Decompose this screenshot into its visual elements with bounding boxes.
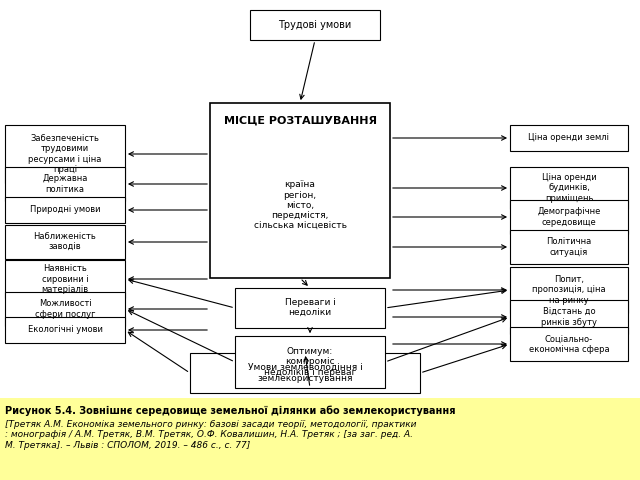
- Text: Можливості
сфери послуг: Можливості сфери послуг: [35, 300, 95, 319]
- Text: Попит,
пропозиція, ціна
на ринку: Попит, пропозиція, ціна на ринку: [532, 275, 606, 305]
- Bar: [190, 353, 420, 393]
- Text: Рисунок 5.4. Зовнішнє середовище земельної ділянки або землекористування: Рисунок 5.4. Зовнішнє середовище земельн…: [5, 406, 456, 417]
- Bar: [5, 317, 125, 343]
- Bar: [510, 327, 628, 361]
- Text: МІСЦЕ РОЗТАШУВАННЯ: МІСЦЕ РОЗТАШУВАННЯ: [223, 116, 376, 126]
- Text: Державна
політика: Державна політика: [42, 174, 88, 194]
- Bar: [250, 10, 380, 40]
- Bar: [510, 300, 628, 334]
- Bar: [5, 260, 125, 298]
- Text: Відстань до
ринків збуту: Відстань до ринків збуту: [541, 307, 597, 327]
- Bar: [5, 125, 125, 183]
- Bar: [510, 125, 628, 151]
- Text: Соціально-
економічна сфера: Соціально- економічна сфера: [529, 334, 609, 354]
- Bar: [235, 288, 385, 328]
- Bar: [510, 230, 628, 264]
- Text: Політична
ситуація: Політична ситуація: [547, 237, 591, 257]
- Bar: [510, 167, 628, 209]
- Text: Ціна оренди
будинків,
приміщень: Ціна оренди будинків, приміщень: [541, 173, 596, 203]
- Text: Забезпеченість
трудовими
ресурсами і ціна
праці: Забезпеченість трудовими ресурсами і цін…: [28, 134, 102, 174]
- Bar: [210, 103, 390, 278]
- Bar: [0, 398, 640, 480]
- Bar: [510, 267, 628, 313]
- Bar: [235, 336, 385, 388]
- Text: Наявність
сировини і
матеріалів: Наявність сировини і матеріалів: [42, 264, 88, 294]
- Text: Оптимум:
компроміс
недоліків і переваг: Оптимум: компроміс недоліків і переваг: [264, 347, 356, 377]
- Bar: [5, 197, 125, 223]
- Text: [Третяк А.М. Економіка земельного ринку: базові засади теорії, методології, прак: [Третяк А.М. Економіка земельного ринку:…: [5, 420, 417, 450]
- Text: Умови землеволодіння і
землекористування: Умови землеволодіння і землекористування: [248, 363, 362, 383]
- Text: Демографічне
середовище: Демографічне середовище: [538, 207, 601, 227]
- Text: Екологічні умови: Екологічні умови: [28, 325, 102, 335]
- Text: Переваги і
недоліки: Переваги і недоліки: [285, 298, 335, 318]
- Text: Наближеність
заводів: Наближеність заводів: [34, 232, 97, 252]
- Bar: [5, 292, 125, 326]
- Text: Трудові умови: Трудові умови: [278, 20, 351, 30]
- Bar: [510, 200, 628, 234]
- Bar: [5, 167, 125, 201]
- Bar: [5, 225, 125, 259]
- Text: країна
регіон,
місто,
передмістя,
сільська місцевість: країна регіон, місто, передмістя, сільсь…: [253, 180, 346, 231]
- Text: Ціна оренди землі: Ціна оренди землі: [529, 133, 609, 143]
- Text: Природні умови: Природні умови: [29, 205, 100, 215]
